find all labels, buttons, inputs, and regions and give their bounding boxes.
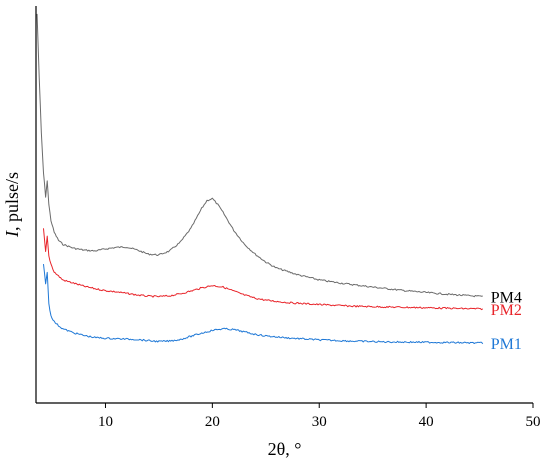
x-tick-label-20: 20	[205, 414, 220, 430]
series-line-pm2	[42, 228, 484, 311]
series-label-pm1: PM1	[491, 336, 522, 353]
x-ticks: 10 20 30 40 50	[98, 403, 541, 430]
series-layer	[36, 13, 484, 345]
series-line-pm1	[42, 263, 484, 345]
x-tick-label-10: 10	[98, 414, 113, 430]
y-axis-title-symbol: I	[2, 230, 22, 238]
axes-layer	[35, 6, 533, 404]
series-label-pm2: PM2	[491, 302, 522, 319]
x-tick-label-40: 40	[419, 414, 434, 430]
y-axis-title-unit: , pulse/s	[2, 172, 22, 231]
series-line-pm4	[36, 13, 483, 298]
x-tick-label-50: 50	[526, 414, 541, 430]
x-axis-title: 2θ, °	[268, 439, 302, 459]
series-label-pm4: PM4	[491, 290, 522, 307]
y-axis-title: I, pulse/s	[2, 172, 22, 238]
x-tick-label-30: 30	[312, 414, 327, 430]
